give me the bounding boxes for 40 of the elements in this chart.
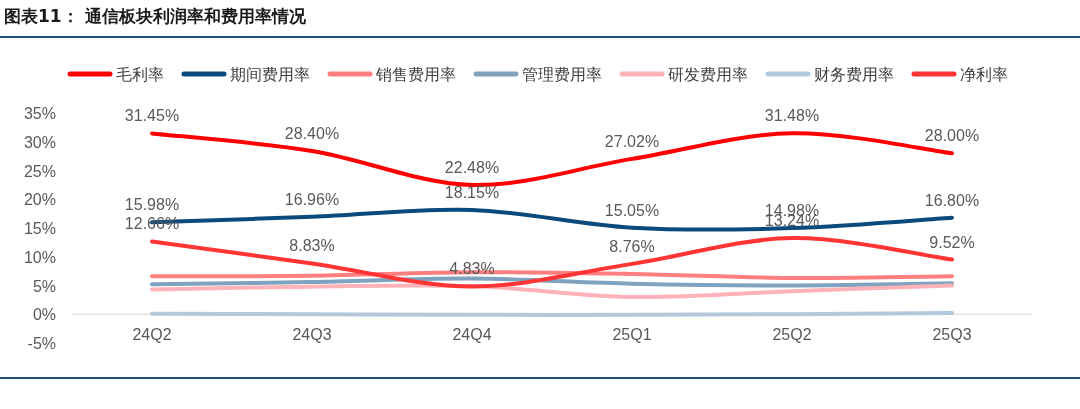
y-tick-label: 15% — [23, 220, 56, 237]
y-tick-label: 30% — [23, 133, 56, 151]
legend-label: 期间费用率 — [230, 65, 310, 84]
y-tick-label: 0% — [32, 306, 56, 324]
data-label: 12.66% — [124, 215, 180, 233]
y-tick-label: 10% — [23, 248, 56, 266]
x-tick-label: 25Q3 — [932, 326, 972, 343]
data-label: 15.98% — [124, 196, 180, 214]
data-label: 31.48% — [764, 107, 820, 125]
data-label: 16.96% — [284, 190, 340, 208]
line-series — [150, 283, 954, 300]
x-tick-label: 25Q2 — [772, 326, 812, 343]
x-tick-label: 24Q3 — [292, 326, 332, 343]
data-label: 8.83% — [289, 237, 335, 255]
data-label: 9.52% — [929, 233, 975, 251]
y-tick-label: 5% — [32, 277, 56, 295]
data-label: 31.45% — [124, 107, 180, 125]
y-tick-label: 25% — [23, 162, 56, 180]
data-label: 16.80% — [924, 191, 980, 209]
chart-title: 图表11： 通信板块利润率和费用率情况 — [4, 6, 307, 26]
data-label: 8.76% — [609, 237, 655, 255]
y-tick-label: 20% — [23, 191, 56, 209]
legend-label: 净利率 — [960, 65, 1008, 84]
legend-label: 研发费用率 — [668, 65, 748, 84]
legend-label: 销售费用率 — [375, 65, 456, 84]
data-label: 28.00% — [924, 127, 980, 145]
x-tick-label: 24Q4 — [452, 326, 492, 343]
x-tick-label: 24Q2 — [132, 326, 172, 343]
data-label: 15.05% — [604, 201, 660, 219]
legend-label: 财务费用率 — [814, 65, 894, 84]
data-label: 28.40% — [284, 124, 340, 142]
y-tick-label: 35% — [23, 105, 56, 122]
legend-label: 管理费用率 — [522, 65, 602, 84]
legend-label: 毛利率 — [116, 65, 164, 84]
data-label: 27.02% — [604, 132, 660, 150]
line-series — [150, 276, 954, 288]
data-label: 22.48% — [444, 158, 500, 176]
data-label: 18.15% — [444, 183, 500, 201]
y-tick-label: -5% — [27, 335, 56, 352]
x-tick-label: 25Q1 — [612, 326, 652, 343]
